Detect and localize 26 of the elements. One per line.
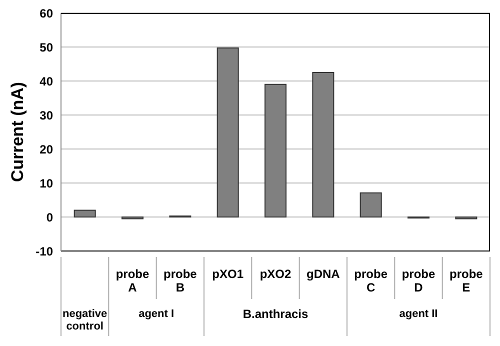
- bar: [312, 72, 334, 218]
- x-tick-label: probe D: [402, 266, 436, 295]
- y-tick-label: 60: [40, 6, 54, 20]
- x-tick-label: pXO2: [260, 266, 292, 281]
- y-tick-label: 10: [40, 176, 54, 190]
- y-tick-label: 0: [46, 210, 54, 224]
- x-tick-label: probe C: [354, 266, 388, 295]
- y-axis-title: Current (nA): [8, 82, 28, 182]
- y-tick-label: 20: [40, 142, 54, 156]
- text: agent II: [399, 308, 438, 320]
- bar: [74, 210, 96, 218]
- y-tick-label: 30: [40, 108, 54, 122]
- x-tick-label: gDNA: [306, 266, 340, 281]
- text: agent I: [138, 308, 174, 320]
- x-tick-label: probe B: [163, 266, 198, 295]
- bar: [264, 84, 287, 218]
- y-tick-label: 50: [40, 40, 54, 54]
- x-tick-label: probe A: [116, 266, 150, 295]
- text: negative control: [62, 308, 108, 333]
- bar: [360, 192, 382, 218]
- x-tick-label: pXO1: [212, 266, 244, 281]
- y-tick-label: -10: [36, 244, 54, 258]
- y-tick-label: 40: [40, 74, 54, 88]
- bar: [216, 48, 239, 218]
- text: B.anthracis: [242, 306, 308, 321]
- x-tick-label: probe E: [449, 266, 484, 295]
